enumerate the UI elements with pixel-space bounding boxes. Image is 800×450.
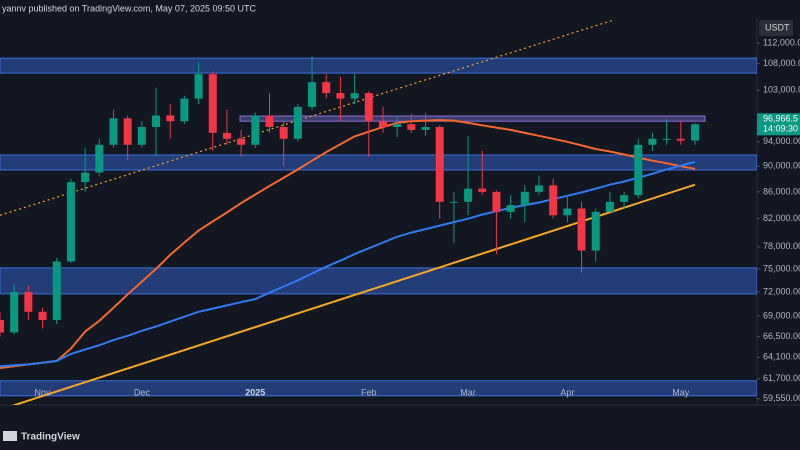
logo-icon (3, 431, 17, 441)
header: yannv published on TradingView.com, May … (2, 3, 256, 13)
x-tick-label: 2025 (245, 387, 265, 397)
y-tick-label: 94,000.00 (763, 136, 800, 146)
candle-body (563, 208, 572, 216)
candle-body (152, 115, 161, 128)
candle-body (251, 115, 260, 145)
candle-body (279, 127, 288, 139)
currency: USDT (765, 22, 790, 32)
y-tick-label: 103,000.00 (763, 85, 800, 95)
y-tick-label: 61,700.00 (763, 373, 800, 383)
y-tick-label: 59,550.00 (763, 393, 800, 403)
candle-body (691, 124, 699, 141)
countdown: 14:09:30 (763, 124, 798, 134)
y-tick-label: 72,000.00 (763, 286, 800, 296)
zone (0, 380, 757, 397)
candle-body (24, 291, 33, 312)
candle-body (449, 201, 458, 203)
candle-body (492, 191, 501, 212)
candle-body (662, 138, 671, 140)
x-tick-label: May (672, 387, 690, 397)
candle-body (577, 208, 586, 251)
candle-body (308, 82, 317, 107)
x-tick-label: Mar (460, 387, 476, 397)
axes: 112,000.00108,000.00103,000.0098,000.009… (35, 38, 800, 403)
candle-body (194, 74, 203, 99)
x-tick-label: Dec (134, 387, 151, 397)
y-tick-label: 64,100.00 (763, 352, 800, 362)
candle-body (407, 124, 416, 130)
y-tick-label: 82,000.00 (763, 213, 800, 223)
y-tick-label: 78,000.00 (763, 241, 800, 251)
candle-body (435, 127, 444, 202)
candle-body (265, 115, 274, 128)
candle-body (336, 93, 345, 99)
zone (0, 267, 757, 295)
candle-body (81, 172, 90, 183)
y-tick-label: 69,000.00 (763, 310, 800, 320)
candle-body (293, 106, 302, 139)
candle-body (648, 138, 657, 145)
candle-body (52, 261, 61, 320)
y-tick-label: 75,000.00 (763, 263, 800, 273)
candle-body (322, 82, 331, 94)
candle-body (95, 144, 104, 173)
candle-body (549, 185, 558, 216)
candle-body (109, 118, 118, 145)
zone (239, 115, 706, 122)
last-price: 96,966.5 (763, 114, 798, 124)
zone (0, 154, 757, 171)
candle-body (237, 138, 246, 145)
candle-body (66, 182, 75, 262)
moving-average (0, 160, 696, 368)
x-tick-label: Feb (361, 387, 377, 397)
candle-body (208, 74, 217, 133)
y-tick-label: 108,000.00 (763, 58, 800, 68)
last-price-box (757, 113, 800, 136)
candle-body (0, 319, 4, 333)
candle-body (180, 98, 189, 122)
candle-body (123, 118, 132, 145)
candle-body (10, 291, 19, 333)
footer-logo: TradingView (21, 432, 80, 443)
candle-body (464, 188, 473, 202)
y-tick-label: 90,000.00 (763, 161, 800, 171)
candle-body (166, 115, 175, 122)
x-tick-label: Apr (560, 387, 574, 397)
candle-body (137, 127, 146, 145)
candle-body (676, 138, 685, 141)
candle-body (506, 205, 515, 212)
y-tick-label: 112,000.00 (763, 38, 800, 48)
candle-body (478, 188, 487, 192)
y-tick-label: 66,500.00 (763, 331, 800, 341)
candle-body (393, 124, 402, 128)
moving-average (0, 119, 696, 369)
zone (0, 57, 757, 74)
currency-box (759, 20, 793, 36)
candle-body (534, 185, 543, 192)
candle-body (38, 311, 47, 320)
candle-body (634, 144, 643, 196)
candle-body (591, 211, 600, 251)
plot-area (0, 20, 757, 405)
candle-body (222, 132, 231, 139)
candle-body (364, 93, 373, 122)
candle-body (620, 195, 629, 202)
candle-body (378, 121, 387, 128)
y-tick-label: 86,000.00 (763, 186, 800, 196)
x-tick-label: Nov (35, 387, 52, 397)
candle-body (520, 191, 529, 206)
candle-body (605, 201, 614, 212)
candle-body (421, 127, 430, 130)
candle-body (350, 93, 359, 99)
trendline (0, 20, 616, 216)
